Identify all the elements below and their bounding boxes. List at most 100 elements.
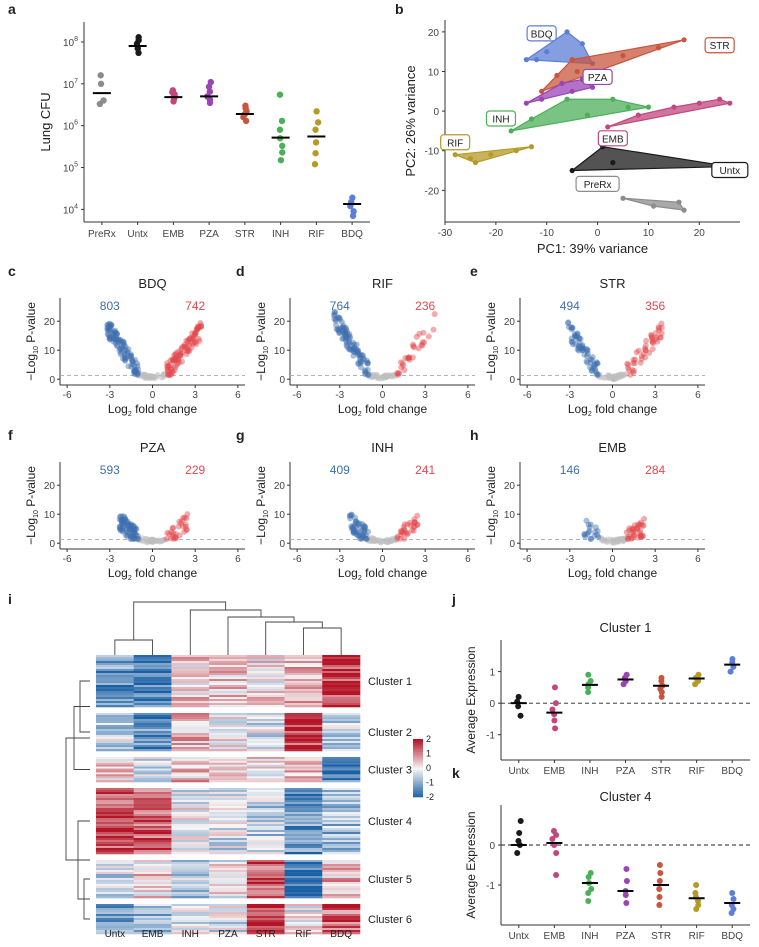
dot-j-point-EMB <box>551 684 558 691</box>
volc-BDQ-point-down <box>117 346 124 353</box>
heatmap-cell <box>284 884 323 887</box>
heatmap-cell <box>322 695 361 698</box>
heatmap-cell <box>322 723 361 726</box>
volc-STR-point-down <box>589 365 596 372</box>
heatmap-cell <box>171 673 210 676</box>
volc-STR-point-up <box>650 340 657 347</box>
heatmap-cell <box>284 864 323 867</box>
heatmap-cell <box>284 743 323 746</box>
heatmap-cell <box>322 810 361 813</box>
volc-PZA-point-up <box>169 532 176 539</box>
volc-INH-point-up <box>411 518 418 525</box>
heatmap-legend-swatch <box>413 786 423 789</box>
volc-EMB-point-up <box>628 535 635 542</box>
heatmap-cell <box>246 814 285 817</box>
volc-RIF-point-down <box>333 322 340 329</box>
volc-INH-y-tick-label: 20 <box>274 481 286 492</box>
volc-PZA-point-down <box>122 531 129 538</box>
volc-BDQ-point-down <box>110 330 117 337</box>
heatmap-cell <box>96 906 135 909</box>
heatmap-cell <box>322 920 361 923</box>
heatmap-cell <box>171 894 210 897</box>
dot-k-point-EMB <box>550 828 557 834</box>
volc-STR-point-down <box>574 346 581 353</box>
volc-RIF-title: RIF <box>372 276 393 291</box>
heatmap-cell <box>284 808 323 811</box>
heatmap-cell <box>246 679 285 682</box>
heatmap-cell <box>209 705 248 708</box>
heatmap-cell <box>133 677 172 680</box>
volc-BDQ-point-down <box>125 363 132 370</box>
heatmap-cell <box>322 846 361 849</box>
volc-PZA-point-down <box>128 525 135 532</box>
heatmap-cell <box>171 741 210 744</box>
heatmap-cell <box>322 727 361 730</box>
dot-k-point-STR <box>656 894 663 900</box>
heatmap-cell <box>96 894 135 897</box>
heatmap-legend-swatch <box>413 772 423 775</box>
heatmap-cell <box>133 760 172 764</box>
volc-INH-point-down <box>358 534 365 541</box>
volc-BDQ-point-down <box>113 331 120 338</box>
volc-BDQ-point-up <box>178 346 185 353</box>
heatmap-cell <box>96 862 135 865</box>
heatmap-cell <box>171 930 210 933</box>
panel-letter-k: k <box>452 765 460 781</box>
volc-RIF-down-count: 764 <box>330 299 350 313</box>
volc-STR-point-up <box>648 335 655 342</box>
heatmap-cell <box>133 796 172 799</box>
heatmap-cell <box>246 888 285 891</box>
volc-INH-x-tick-label: -6 <box>293 554 302 565</box>
heatmap-cell <box>96 820 135 823</box>
volc-INH-point-down <box>361 523 368 530</box>
heatmap-cell <box>171 687 210 690</box>
heatmap-cell <box>209 890 248 893</box>
volc-PZA-point-down <box>122 516 129 523</box>
heatmap-cell <box>96 679 135 682</box>
volc-STR-point-down <box>576 335 583 342</box>
heatmap-cell <box>96 892 135 895</box>
heatmap-cell <box>96 882 135 885</box>
volc-EMB-point-up <box>631 532 638 539</box>
volc-RIF-point-up <box>416 330 423 337</box>
b-point-STR <box>620 53 626 59</box>
heatmap-cell <box>246 886 285 889</box>
heatmap-cell <box>96 685 135 688</box>
heatmap-cell <box>96 792 135 795</box>
volc-BDQ-point-down <box>128 353 135 360</box>
volc-BDQ-point-up <box>196 324 203 331</box>
heatmap-legend-swatch <box>413 760 423 763</box>
volc-STR-point-up <box>624 360 631 367</box>
heatmap-cell <box>209 838 248 841</box>
volc-BDQ-point-down <box>117 351 124 358</box>
heatmap-cell <box>284 788 323 791</box>
heatmap-cell <box>209 683 248 686</box>
volc-EMB-point-up <box>636 530 643 537</box>
volc-BDQ-point-up <box>180 343 187 350</box>
heatmap-cell <box>171 739 210 742</box>
heatmap-cell <box>209 687 248 690</box>
col-dendrogram-branch <box>227 616 295 655</box>
heatmap-cell <box>171 695 210 698</box>
volc-INH-point-down <box>359 526 366 533</box>
volc-PZA-x-tick-label: -3 <box>105 554 114 565</box>
heatmap-cell <box>133 764 172 767</box>
heatmap-cell <box>171 912 210 915</box>
b-y-tick-label: -10 <box>425 147 440 158</box>
heatmap-cell <box>171 834 210 837</box>
heatmap-cell <box>246 866 285 869</box>
heatmap-cell <box>209 800 248 803</box>
volc-EMB-point-up <box>640 522 647 529</box>
heatmap-cell <box>96 741 135 744</box>
volc-STR-x-label: Log2 fold change <box>568 402 658 418</box>
heatmap-cell <box>209 733 248 736</box>
heatmap-cell <box>284 671 323 674</box>
volc-RIF-point-up <box>399 360 406 367</box>
heatmap-cell <box>171 689 210 692</box>
dot-j-y-tick-label: 1 <box>489 668 495 679</box>
volc-BDQ-point-up <box>164 366 171 373</box>
b-point-STR <box>569 57 575 63</box>
volc-STR-point-down <box>591 363 598 370</box>
heatmap-cell <box>284 749 323 752</box>
heatmap-cell <box>209 661 248 664</box>
